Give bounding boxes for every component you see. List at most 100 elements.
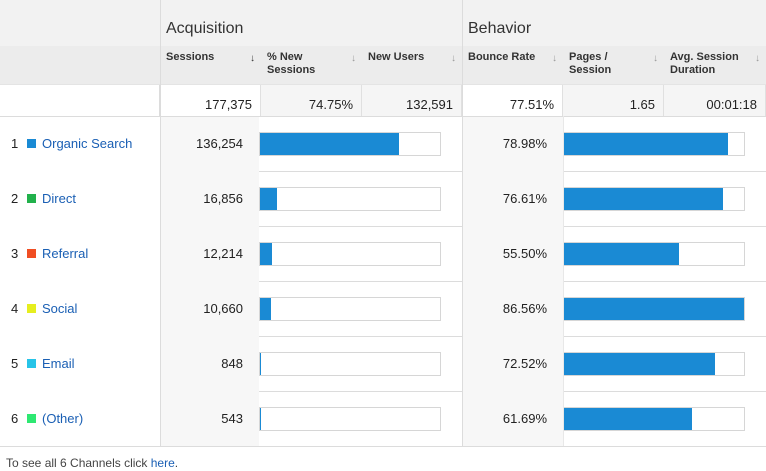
col-sessions[interactable]: Sessions ↓ <box>160 46 261 84</box>
bounce-rate-bar-fill <box>564 133 729 155</box>
col-bounce-rate-label: Bounce Rate <box>468 51 536 63</box>
footer-note: To see all 6 Channels click here. <box>6 456 178 470</box>
total-pct-new-sessions: 74.75% <box>261 84 362 116</box>
channel-link[interactable]: Organic Search <box>42 136 133 151</box>
col-pct-new-sessions[interactable]: % New Sessions ↓ <box>261 46 362 84</box>
total-new-users: 132,591 <box>362 84 462 116</box>
sort-icon[interactable]: ↓ <box>653 53 658 64</box>
channel-color-swatch <box>27 139 36 148</box>
group-behavior: Behavior <box>462 0 766 46</box>
col-pct-new-sessions-label: % New Sessions <box>267 51 316 76</box>
channel-link[interactable]: Direct <box>42 191 76 206</box>
channel-link[interactable]: Referral <box>42 246 89 261</box>
col-pages-per-session[interactable]: Pages / Session ↓ <box>563 46 664 84</box>
sessions-bar-fill <box>260 298 271 320</box>
row-index: 1 <box>11 136 19 151</box>
sort-icon[interactable]: ↓ <box>451 53 456 64</box>
col-avg-session-duration-label: Avg. Session Duration <box>670 51 739 76</box>
header-blank-2 <box>0 46 160 84</box>
sessions-bar <box>259 187 441 211</box>
table-row: 5 Email <box>0 336 160 391</box>
bounce-rate-value: 78.98% <box>462 116 563 171</box>
sessions-value: 543 <box>160 391 259 446</box>
row-divider <box>0 171 766 172</box>
table-row: 4 Social <box>0 281 160 336</box>
bounce-rate-value: 55.50% <box>462 226 563 281</box>
column-divider <box>160 0 161 446</box>
bounce-rate-value: 61.69% <box>462 391 563 446</box>
bounce-rate-bar <box>563 407 745 431</box>
sessions-value: 12,214 <box>160 226 259 281</box>
col-bounce-rate[interactable]: Bounce Rate ↓ <box>462 46 563 84</box>
total-bounce-rate: 77.51% <box>462 84 563 116</box>
sort-icon[interactable]: ↓ <box>755 53 760 64</box>
table-row: 6 (Other) <box>0 391 160 446</box>
total-pages-per-session: 1.65 <box>563 84 664 116</box>
header-blank <box>0 0 160 46</box>
bounce-rate-value: 86.56% <box>462 281 563 336</box>
sessions-value: 848 <box>160 336 259 391</box>
row-divider <box>0 391 766 392</box>
sessions-value: 16,856 <box>160 171 259 226</box>
sessions-value: 10,660 <box>160 281 259 336</box>
sessions-bar <box>259 352 441 376</box>
column-divider <box>563 116 564 446</box>
totals-label-cell <box>0 84 160 116</box>
sessions-bar-fill <box>260 133 399 155</box>
sessions-bar <box>259 407 441 431</box>
bounce-rate-bar-fill <box>564 243 680 265</box>
col-pages-per-session-label: Pages / Session <box>569 51 612 76</box>
bounce-rate-bar-fill <box>564 353 715 375</box>
row-index: 5 <box>11 356 19 371</box>
row-index: 4 <box>11 301 19 316</box>
table-row: 3 Referral <box>0 226 160 281</box>
col-new-users-label: New Users <box>368 51 425 63</box>
bounce-rate-bar-fill <box>564 188 724 210</box>
bounce-rate-bar-fill <box>564 408 693 430</box>
channel-color-swatch <box>27 304 36 313</box>
bounce-rate-bar <box>563 242 745 266</box>
channel-link[interactable]: Email <box>42 356 75 371</box>
footer-prefix: To see all 6 Channels click <box>6 456 151 470</box>
row-index: 3 <box>11 246 19 261</box>
row-divider <box>0 281 766 282</box>
table-row: 2 Direct <box>0 171 160 226</box>
sessions-value: 136,254 <box>160 116 259 171</box>
channel-color-swatch <box>27 414 36 423</box>
channel-link[interactable]: (Other) <box>42 411 84 426</box>
col-sessions-label: Sessions <box>166 51 215 63</box>
channel-color-swatch <box>27 194 36 203</box>
sessions-bar-fill <box>260 243 273 265</box>
column-divider <box>462 0 463 446</box>
sort-icon[interactable]: ↓ <box>351 53 356 64</box>
row-index: 2 <box>11 191 19 206</box>
sessions-bar <box>259 132 441 156</box>
total-avg-session-duration: 00:01:18 <box>664 84 766 116</box>
bounce-rate-bar-fill <box>564 298 744 320</box>
bounce-rate-bar <box>563 352 745 376</box>
sessions-bar <box>259 242 441 266</box>
total-sessions: 177,375 <box>160 84 261 116</box>
row-divider <box>0 336 766 337</box>
col-new-users[interactable]: New Users ↓ <box>362 46 462 84</box>
footer-link[interactable]: here <box>150 456 175 470</box>
channel-link[interactable]: Social <box>42 301 78 316</box>
sort-desc-icon[interactable]: ↓ <box>250 53 255 64</box>
channel-color-swatch <box>27 249 36 258</box>
header-divider <box>0 116 766 117</box>
col-avg-session-duration[interactable]: Avg. Session Duration ↓ <box>664 46 766 84</box>
sessions-bar-fill <box>260 188 278 210</box>
footer-suffix: . <box>174 456 179 470</box>
row-index: 6 <box>11 411 19 426</box>
sessions-bar-fill <box>260 408 262 430</box>
bounce-rate-bar <box>563 297 745 321</box>
sessions-bar <box>259 297 441 321</box>
bounce-rate-bar <box>563 187 745 211</box>
channel-color-swatch <box>27 359 36 368</box>
table-row: 1 Organic Search <box>0 116 160 171</box>
group-acquisition: Acquisition <box>160 0 462 46</box>
row-divider <box>0 446 766 447</box>
sort-icon[interactable]: ↓ <box>552 53 557 64</box>
bounce-rate-value: 72.52% <box>462 336 563 391</box>
bounce-rate-bar <box>563 132 745 156</box>
